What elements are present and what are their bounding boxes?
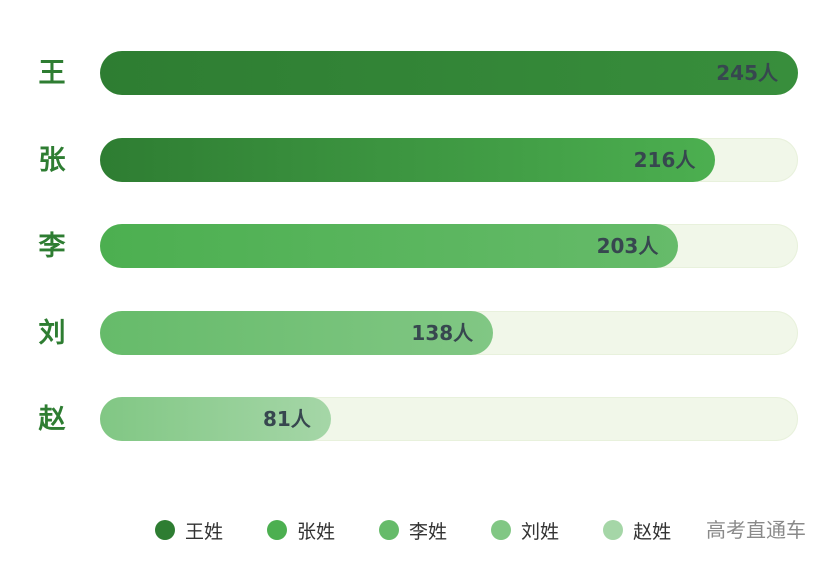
legend-label: 李姓 [409, 520, 448, 543]
value-label: 245人 [716, 61, 778, 85]
bar [100, 310, 494, 355]
category-label: 赵 [38, 404, 66, 435]
legend-label: 赵姓 [633, 520, 672, 543]
legend-item: 王姓 [155, 517, 223, 544]
legend-swatch [155, 520, 175, 540]
bar-track: 81人 [100, 397, 798, 441]
watermark: 高考直通车 [706, 518, 806, 542]
bar [100, 51, 798, 95]
bar [100, 224, 679, 268]
category-label: 刘 [38, 317, 66, 349]
bar-track: 203人 [100, 224, 798, 268]
legend-label: 刘姓 [521, 520, 560, 543]
value-label: 216人 [633, 147, 696, 172]
legend-item: 李姓 [379, 517, 447, 544]
value-label: 81人 [262, 407, 311, 431]
legend-item: 刘姓 [491, 517, 559, 544]
category-label: 张 [38, 144, 66, 176]
legend-swatch [379, 520, 400, 540]
bar-track: 245人 [100, 51, 798, 95]
legend-item: 张姓 [267, 517, 335, 544]
legend-swatch [267, 520, 288, 540]
bar-track: 138人 [100, 310, 798, 355]
legend: 王姓 张姓 李姓 刘姓 赵姓 [155, 516, 715, 544]
legend-swatch [603, 520, 624, 540]
bar-row: 王 245人 [0, 51, 835, 97]
category-label: 李 [38, 231, 66, 262]
legend-item: 赵姓 [603, 517, 671, 544]
category-label: 王 [38, 58, 66, 89]
bar-row: 刘 138人 [0, 310, 835, 357]
legend-label: 王姓 [185, 520, 224, 543]
bar [100, 397, 331, 441]
bar-track: 216人 [100, 137, 798, 182]
value-label: 138人 [411, 320, 474, 345]
bar-row: 李 203人 [0, 224, 835, 270]
bar-row: 张 216人 [0, 137, 835, 184]
legend-label: 张姓 [297, 520, 336, 543]
bar [100, 137, 716, 182]
legend-swatch [491, 520, 512, 540]
bar-row: 赵 81人 [0, 397, 835, 443]
value-label: 203人 [596, 234, 659, 258]
